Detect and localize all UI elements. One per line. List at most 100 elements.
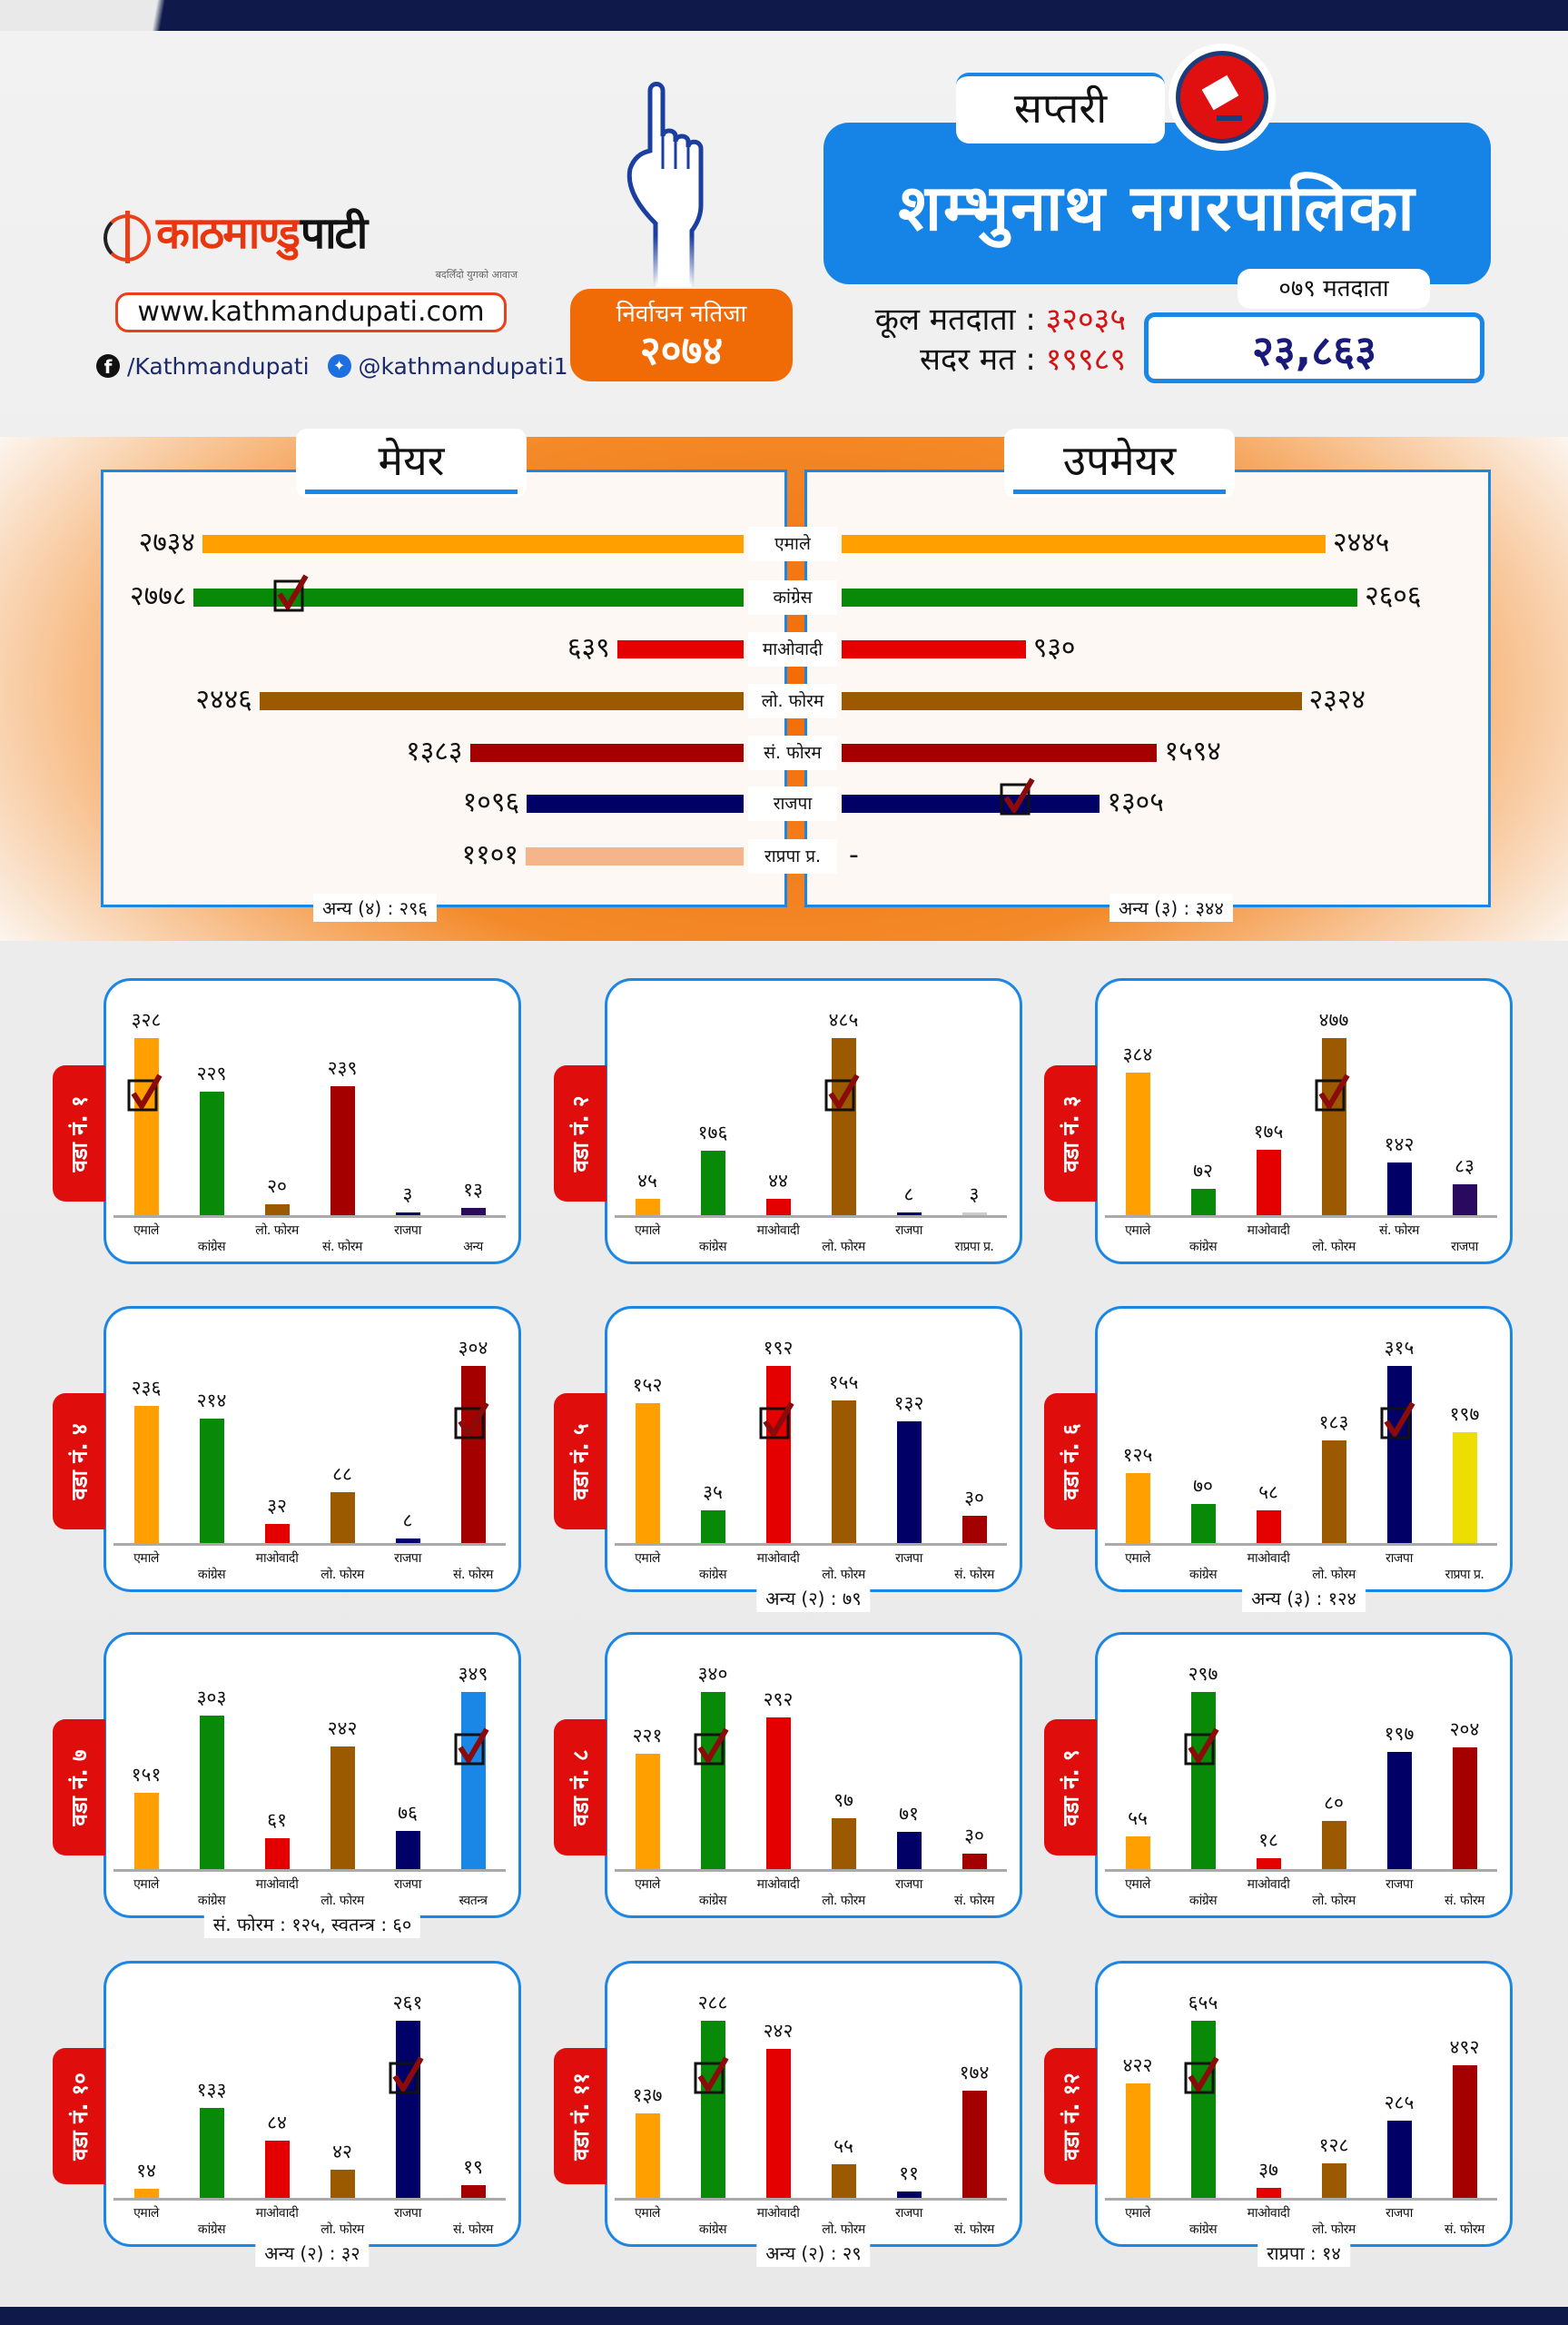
ward-bar-value: २८८ — [697, 1992, 728, 2013]
ward-bar — [199, 1418, 224, 1543]
winner-check-icon — [1314, 1073, 1350, 1112]
ward-bar — [199, 1091, 224, 1215]
ward-bar-value: १४२ — [1384, 1133, 1415, 1155]
ward-axis-line — [615, 2198, 1007, 2201]
ward-bar — [896, 1212, 922, 1215]
ward-bar-value: २४२ — [327, 1717, 358, 1739]
ward-bar-value: ५५ — [1128, 1806, 1148, 1829]
ward-bar-value: २४२ — [763, 2020, 794, 2043]
ward-tab: वडा नं. ४ — [53, 1393, 105, 1529]
ward-bar — [1190, 1188, 1216, 1215]
ward-bar-value: ३० — [964, 1824, 984, 1846]
ward-bar — [831, 1400, 856, 1543]
winner-check-icon — [453, 1400, 489, 1440]
ward-others-note: अन्य (२) : ७९ — [756, 1584, 871, 1612]
ward-bar — [1321, 1821, 1346, 1869]
ward-bar — [962, 2091, 987, 2198]
ward-bar — [264, 1204, 290, 1215]
mayor-value: २४४६ — [195, 684, 252, 716]
deputy-bar — [842, 692, 1302, 710]
ward-bar — [1452, 1432, 1477, 1543]
ward-chart-card: ३८४ एमाले ७२ कांग्रेस १७५ माओवादी ४७७ लो. फोरम १… — [1095, 978, 1513, 1264]
ward-party-label: लो. फोरम — [1312, 2222, 1356, 2237]
ward-party-label: सं. फोरम — [954, 2222, 994, 2237]
ward-party-label: लो. फोरम — [321, 2222, 364, 2237]
ward-party-label: लो. फोरम — [1312, 1894, 1356, 1908]
winner-check-icon — [1379, 1400, 1415, 1440]
ward-bar — [460, 1208, 486, 1215]
website-link[interactable]: www.kathmandupati.com — [115, 292, 507, 332]
ward-party-label: कांग्रेस — [197, 1240, 226, 1254]
ward-bar-value: ३ — [969, 1183, 980, 1205]
ward-bar-value: ३४९ — [458, 1663, 488, 1685]
ward-bar — [330, 1085, 355, 1215]
ward-party-label: माओवादी — [1247, 1551, 1290, 1566]
ward-party-label: कांग्रेस — [197, 1894, 226, 1908]
deputy-winner-check-icon — [999, 777, 1035, 816]
ward-party-label: एमाले — [635, 1877, 660, 1892]
ward-bar — [896, 1832, 922, 1869]
mayor-bar — [259, 692, 744, 710]
ward-bar-value: १४ — [136, 2159, 156, 2182]
ward-bar — [1125, 1073, 1150, 1215]
ward-others-note: अन्य (३) : १२४ — [1242, 1584, 1366, 1612]
ward-party-label: राप्रपा प्र. — [954, 1240, 994, 1254]
ward-tab: वडा नं. ६ — [1044, 1393, 1097, 1529]
ward-bar — [700, 1692, 725, 1869]
ward-bar — [1256, 1858, 1281, 1869]
mayor-value: ६३९ — [567, 632, 610, 664]
twitter-icon: ✦ — [327, 354, 351, 378]
ward-party-label: कांग्रेस — [1188, 2222, 1218, 2237]
party-label: माओवादी — [748, 632, 837, 667]
ward-party-label: लो. फोरम — [822, 1568, 865, 1582]
ward-bar-value: २९७ — [1188, 1663, 1218, 1685]
ward-bar — [635, 1198, 660, 1215]
ward-bar — [1452, 1747, 1477, 1869]
ward-axis-line — [1105, 1869, 1497, 1872]
ward-chart-card: ४५ एमाले १७६ कांग्रेस ४४ माओवादी ४८५ लो. फोरम ८ र… — [605, 978, 1022, 1264]
mayor-value: २७७८ — [130, 580, 187, 612]
voter-stats: कूल मतदाता : ३२०३५ सदर मत : १९९८९ — [799, 300, 1126, 380]
ward-bar — [264, 1524, 290, 1543]
winner-check-icon — [126, 1073, 163, 1112]
ward-bar — [765, 1199, 791, 1215]
ward-bar-value: २२९ — [196, 1062, 227, 1084]
ward-party-label: माओवादी — [756, 1223, 800, 1238]
mayor-heading: मेयर — [296, 429, 527, 498]
ward-label: वडा नं. ६ — [1058, 1422, 1084, 1500]
ward-bar-value: १५५ — [828, 1370, 859, 1393]
party-label: कांग्रेस — [748, 580, 837, 615]
ward-axis-line — [615, 1869, 1007, 1872]
ward-party-label: सं. फोरम — [1379, 1223, 1419, 1238]
ward-party-label: एमाले — [1125, 2206, 1150, 2221]
ward-tab: वडा नं. ९ — [1044, 1719, 1097, 1855]
logo-tower-icon — [104, 211, 151, 263]
ward-bar-value: ३२ — [267, 1495, 287, 1518]
ward-party-label: कांग्रेस — [698, 1894, 727, 1908]
ward-label: वडा नं. ४ — [66, 1422, 93, 1500]
ward-party-label: कांग्रेस — [1188, 1894, 1218, 1908]
mayor-bar — [469, 744, 744, 762]
ward-party-label: सं. फोरम — [322, 1240, 362, 1254]
ward-bar — [330, 1491, 355, 1543]
ward-bar-value: १९७ — [1384, 1722, 1415, 1745]
winner-check-icon — [823, 1073, 860, 1112]
ward-bar — [1190, 1503, 1216, 1543]
ward-label: वडा नं. ३ — [1058, 1094, 1084, 1172]
ward-bar — [700, 1510, 725, 1543]
ward-label: वडा नं. ५ — [567, 1422, 594, 1500]
ward-party-label: कांग्रेस — [1188, 1240, 1218, 1254]
twitter-link[interactable]: @kathmandupati1 — [358, 352, 568, 380]
ward-party-label: राजपा — [895, 1223, 922, 1238]
ward-bar — [635, 1402, 660, 1543]
ward-bar-value: १७६ — [697, 1122, 728, 1144]
facebook-link[interactable]: /Kathmandupati — [127, 352, 310, 380]
party-label: राप्रपा प्र. — [748, 839, 837, 874]
winner-check-icon — [453, 1726, 489, 1766]
ward-label: वडा नं. १० — [66, 2072, 93, 2161]
ward-bar-value: १८३ — [1318, 1410, 1349, 1433]
ward-bar-value: १९२ — [763, 1337, 794, 1359]
ward-party-label: एमाले — [133, 2206, 159, 2221]
ward-party-label: स्वतन्त्र — [459, 1894, 488, 1908]
ward-party-label: राजपा — [1451, 1240, 1478, 1254]
